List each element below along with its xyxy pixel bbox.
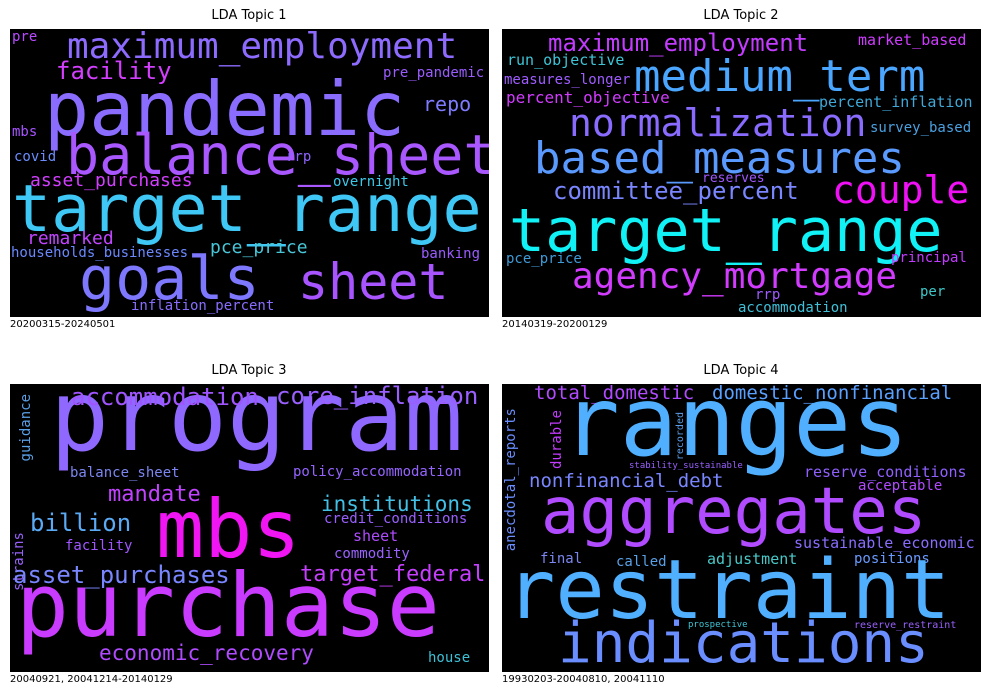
word-core-inflation: core_inflation: [276, 384, 479, 410]
word-sustainable-economic: sustainable_economic: [794, 534, 975, 552]
word-committee-percent: committee_percent: [553, 177, 799, 205]
word-goals: goals: [79, 244, 260, 314]
word-pce-price: pce_price: [210, 237, 308, 258]
word-credit-conditions: credit_conditions: [324, 511, 468, 527]
word-positions: positions: [854, 551, 930, 567]
word-target-range: target_range: [509, 196, 943, 266]
word-sheet: sheet: [353, 527, 399, 545]
word-based-measures: based_measures: [534, 133, 905, 184]
word-run-objective: run_objective: [507, 51, 625, 69]
word-principal: principal: [891, 250, 967, 266]
word-measures-longer: measures_longer: [504, 72, 631, 88]
word-called: called: [616, 554, 667, 570]
word-households-businesses: households_businesses: [11, 245, 189, 261]
word-indications: indications: [558, 611, 929, 672]
word-sheet: sheet: [298, 253, 449, 311]
panel-title-topic-4: LDA Topic 4: [703, 363, 779, 378]
word-maximum-employment: maximum_employment: [67, 29, 458, 67]
panel-caption-topic-1: 20200315-20240501: [10, 319, 116, 330]
word-reserve-restraint: reserve_restraint: [854, 620, 957, 631]
word-stability-sustainable: stability_sustainable: [629, 461, 743, 471]
word-anecdotal-reports: anecdotal_reports: [503, 408, 519, 552]
word-balance-sheet: balance_sheet: [70, 465, 180, 481]
word-percent-inflation: percent_inflation: [819, 93, 973, 111]
word-acceptable: acceptable: [858, 478, 943, 494]
word-economic-recovery: economic_recovery: [99, 641, 314, 665]
word-mandate: mandate: [108, 482, 201, 507]
word-recorded: recorded: [675, 412, 686, 461]
word-percent-objective: percent_objective: [506, 88, 670, 107]
word-market-based: market_based: [858, 31, 967, 49]
word-reserves: reserves: [702, 171, 765, 186]
wordcloud-topic-3: program accommodation core_inflation gui…: [10, 384, 489, 672]
word-prospective: prospective: [688, 620, 748, 630]
word-nonfinancial-debt: nonfinancial_debt: [529, 470, 724, 492]
panel-caption-topic-3: 20040921, 20041214-20140129: [10, 674, 173, 685]
wordcloud-topic-1: pre maximum_employment facility pre_pand…: [10, 29, 489, 317]
wordcloud-topic-2: maximum_employment market_based run_obje…: [502, 29, 981, 317]
word-billion: billion: [30, 509, 132, 537]
wordcloud-topic-4: total_domestic domestic_nonfinancial ran…: [502, 384, 981, 672]
word-mbs: mbs: [12, 124, 38, 140]
word-medium-term: medium_term: [634, 51, 926, 102]
word-per: per: [920, 284, 946, 300]
word-domestic-nonfinancial: domestic_nonfinancial: [712, 384, 953, 404]
panel-caption-topic-4: 19930203-20040810, 20041110: [502, 674, 665, 685]
word-asset-purchases: asset_purchases: [13, 561, 230, 589]
word-agency-mortgage: agency_mortgage: [572, 256, 898, 297]
word-reserve-conditions: reserve_conditions: [804, 463, 967, 481]
word-ranges: ranges: [562, 384, 909, 478]
word-facility: facility: [65, 538, 133, 554]
word-guidance: guidance: [18, 394, 34, 462]
word-rrp: rrp: [755, 287, 781, 303]
word-mbs: mbs: [156, 483, 301, 576]
word-survey-based: survey_based: [870, 120, 972, 136]
word-durable: durable: [549, 410, 565, 470]
word-asset-purchases: asset_purchases: [30, 170, 193, 191]
word-policy-accommodation: policy_accommodation: [293, 464, 462, 480]
word-target-range: target_range: [12, 172, 482, 247]
word-restraint: restraint: [506, 543, 951, 638]
word-program: program: [50, 384, 464, 474]
word-covid: covid: [14, 149, 57, 165]
word-balance-sheet: balance_sheet: [66, 123, 489, 187]
word-commodity: commodity: [334, 546, 410, 562]
word-accommodation: accommodation: [71, 384, 259, 411]
panel-title-topic-2: LDA Topic 2: [703, 8, 779, 23]
word-aggregates: aggregates: [541, 475, 927, 549]
word-accommodation: accommodation: [738, 300, 848, 316]
word-institutions: institutions: [321, 492, 473, 516]
word-purchase: purchase: [16, 554, 440, 657]
word-total-domestic: total_domestic: [534, 384, 695, 404]
word-inflation-percent: inflation_percent: [131, 298, 275, 314]
word-facility: facility: [56, 57, 172, 85]
word-remarked: remarked: [27, 228, 114, 249]
word-repo: repo: [423, 92, 472, 116]
word-rrp: rrp: [286, 149, 312, 165]
word-banking: banking: [421, 246, 481, 262]
word-house: house: [428, 650, 471, 666]
word-overnight: overnight: [333, 174, 409, 190]
word-couple: couple: [832, 168, 970, 212]
word-adjustment: adjustment: [707, 550, 798, 568]
word-pandemic: pandemic: [44, 65, 406, 153]
word-pre-pandemic: pre_pandemic: [383, 65, 485, 81]
panel-title-topic-1: LDA Topic 1: [211, 8, 287, 23]
word-final: final: [540, 551, 583, 567]
word-normalization: normalization: [569, 101, 867, 145]
word-target-federal: target_federal: [300, 562, 486, 587]
word-maximum-employment: maximum_employment: [548, 29, 809, 57]
word-pre: pre: [12, 29, 38, 45]
panel-caption-topic-2: 20140319-20200129: [502, 319, 608, 330]
panel-title-topic-3: LDA Topic 3: [211, 363, 287, 378]
word-pce-price: pce_price: [506, 251, 582, 267]
